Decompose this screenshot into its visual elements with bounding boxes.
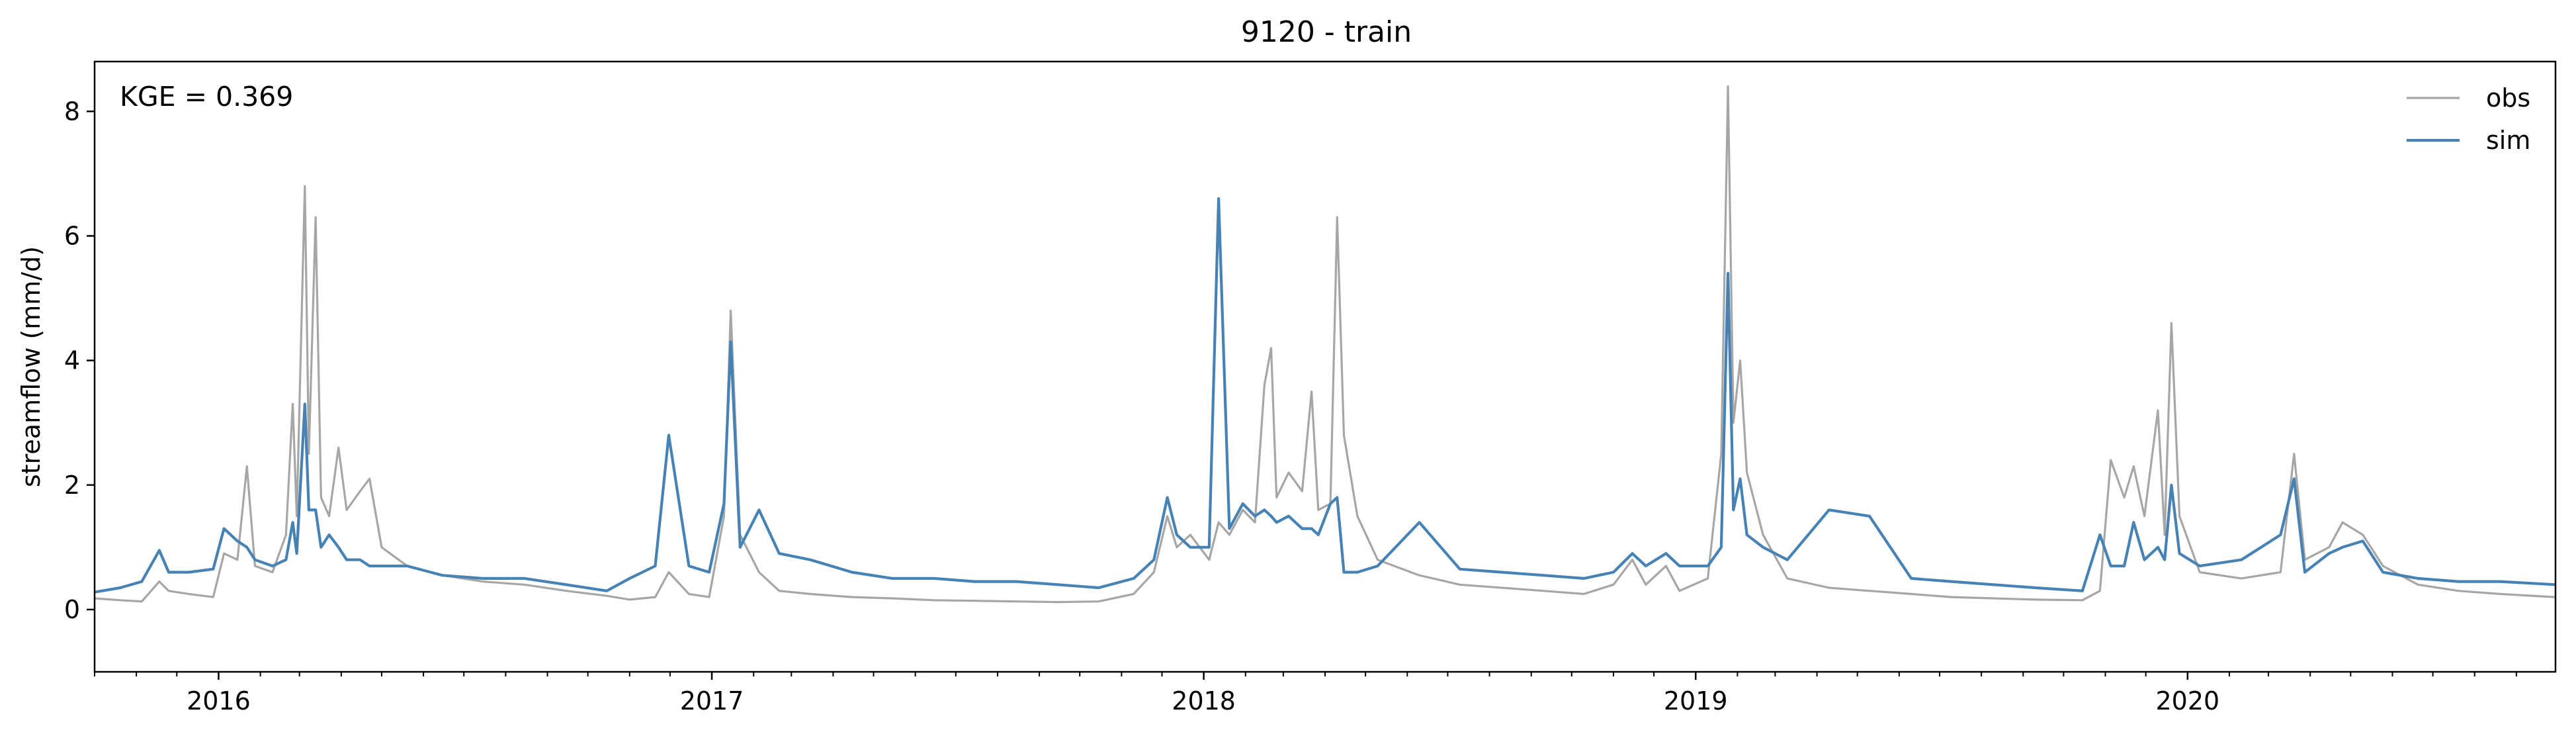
y-tick-label: 0 <box>64 595 80 624</box>
kge-annotation: KGE = 0.369 <box>120 81 293 113</box>
obs-line <box>95 85 2555 604</box>
y-axis: 0 2 4 6 8 <box>64 97 95 624</box>
y-axis-label: streamflow (mm/d) <box>17 246 46 487</box>
sim-line <box>95 197 2555 594</box>
sim-series <box>95 197 2555 594</box>
y-tick-label: 2 <box>64 471 80 500</box>
y-tick-label: 8 <box>64 97 80 126</box>
legend: obs sim <box>2407 83 2530 155</box>
x-tick-label: 2017 <box>680 686 744 716</box>
y-tick-label: 4 <box>64 346 80 375</box>
plot-frame <box>93 60 2557 673</box>
x-tick-label: 2019 <box>1664 686 1728 716</box>
obs-series <box>95 85 2555 604</box>
x-tick-label: 2018 <box>1172 686 1236 716</box>
x-tick-label: 2016 <box>187 686 251 716</box>
x-tick-label: 2020 <box>2155 686 2219 716</box>
legend-label-sim: sim <box>2486 126 2530 155</box>
y-tick-label: 6 <box>64 221 80 250</box>
legend-label-obs: obs <box>2486 83 2530 113</box>
x-axis: 2016 2017 2018 2019 2020 <box>94 672 2517 716</box>
chart-title: 9120 - train <box>1241 15 1412 49</box>
